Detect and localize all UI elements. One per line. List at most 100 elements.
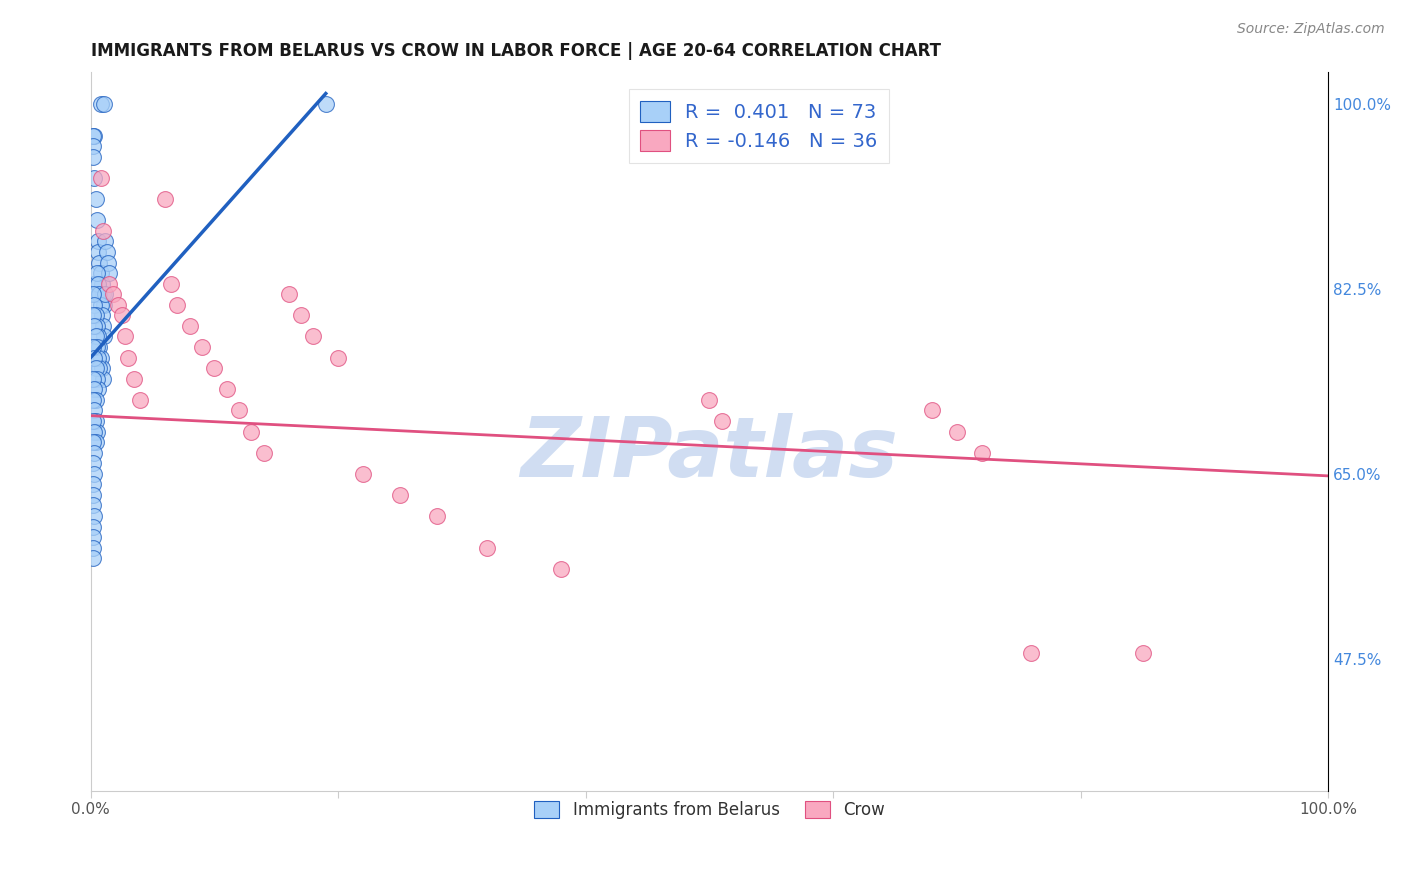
- Point: [89, 97, 111, 112]
- Point: [83, 298, 105, 312]
- Point: [84, 414, 107, 428]
- Point: [91, 372, 114, 386]
- Point: [290, 309, 312, 323]
- Point: [83, 277, 105, 291]
- Point: [89, 171, 111, 186]
- Point: [94, 235, 117, 249]
- Point: [215, 382, 238, 396]
- Point: [93, 97, 115, 112]
- Point: [91, 287, 114, 301]
- Point: [82, 309, 104, 323]
- Point: [84, 329, 107, 343]
- Point: [82, 456, 104, 470]
- Point: [114, 329, 136, 343]
- Point: [315, 97, 337, 112]
- Point: [90, 277, 112, 291]
- Point: [82, 340, 104, 354]
- Point: [86, 340, 108, 354]
- Point: [388, 488, 411, 502]
- Point: [202, 361, 225, 376]
- Point: [91, 224, 114, 238]
- Point: [89, 298, 111, 312]
- Point: [98, 266, 121, 280]
- Point: [87, 235, 110, 249]
- Point: [970, 445, 993, 459]
- Point: [550, 562, 572, 576]
- Point: [82, 150, 104, 164]
- Point: [83, 467, 105, 481]
- Point: [87, 244, 110, 259]
- Point: [240, 425, 263, 439]
- Point: [110, 309, 132, 323]
- Point: [83, 403, 105, 417]
- Point: [83, 508, 105, 523]
- Text: IMMIGRANTS FROM BELARUS VS CROW IN LABOR FORCE | AGE 20-64 CORRELATION CHART: IMMIGRANTS FROM BELARUS VS CROW IN LABOR…: [90, 42, 941, 60]
- Point: [86, 318, 108, 333]
- Point: [83, 318, 105, 333]
- Point: [87, 329, 110, 343]
- Point: [253, 445, 276, 459]
- Point: [90, 309, 112, 323]
- Point: [426, 508, 449, 523]
- Point: [82, 435, 104, 450]
- Point: [153, 192, 176, 206]
- Point: [352, 467, 374, 481]
- Point: [83, 445, 105, 459]
- Point: [82, 287, 104, 301]
- Point: [87, 351, 110, 365]
- Point: [89, 361, 111, 376]
- Point: [86, 425, 108, 439]
- Point: [87, 277, 110, 291]
- Point: [228, 403, 250, 417]
- Point: [84, 435, 107, 450]
- Point: [84, 392, 107, 407]
- Point: [89, 287, 111, 301]
- Point: [475, 541, 498, 555]
- Point: [89, 351, 111, 365]
- Point: [82, 499, 104, 513]
- Point: [699, 392, 721, 407]
- Point: [97, 255, 120, 269]
- Point: [921, 403, 943, 417]
- Point: [90, 361, 112, 376]
- Point: [179, 318, 201, 333]
- Point: [93, 298, 115, 312]
- Point: [160, 277, 183, 291]
- Point: [191, 340, 214, 354]
- Point: [710, 414, 733, 428]
- Point: [129, 392, 152, 407]
- Point: [83, 171, 105, 186]
- Point: [89, 255, 111, 269]
- Point: [107, 298, 129, 312]
- Point: [82, 530, 104, 544]
- Point: [82, 551, 104, 566]
- Point: [1132, 646, 1154, 660]
- Point: [82, 519, 104, 533]
- Point: [302, 329, 325, 343]
- Point: [96, 244, 118, 259]
- Point: [946, 425, 969, 439]
- Point: [83, 128, 105, 143]
- Point: [84, 192, 107, 206]
- Point: [82, 477, 104, 491]
- Point: [117, 351, 139, 365]
- Text: Source: ZipAtlas.com: Source: ZipAtlas.com: [1237, 22, 1385, 37]
- Point: [98, 277, 121, 291]
- Point: [84, 361, 107, 376]
- Point: [83, 382, 105, 396]
- Point: [1019, 646, 1042, 660]
- Point: [82, 372, 104, 386]
- Point: [101, 287, 124, 301]
- Point: [166, 298, 188, 312]
- Text: ZIPatlas: ZIPatlas: [520, 413, 898, 493]
- Point: [89, 266, 111, 280]
- Point: [84, 287, 107, 301]
- Legend: Immigrants from Belarus, Crow: Immigrants from Belarus, Crow: [527, 794, 891, 825]
- Point: [82, 128, 104, 143]
- Point: [86, 266, 108, 280]
- Point: [83, 351, 105, 365]
- Point: [82, 139, 104, 153]
- Point: [277, 287, 299, 301]
- Point: [91, 318, 114, 333]
- Point: [86, 372, 108, 386]
